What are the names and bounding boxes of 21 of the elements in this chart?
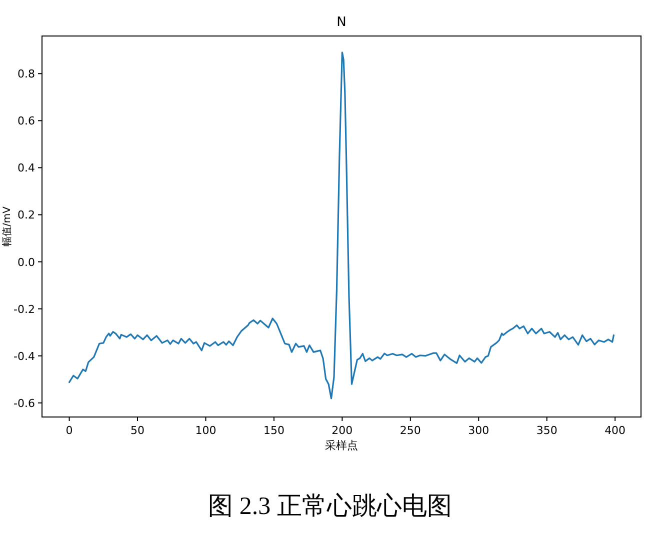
x-tick-label: 400 [604, 424, 626, 437]
y-tick-label: -0.4 [14, 350, 35, 363]
chart-title: N [336, 15, 346, 30]
x-tick-label: 250 [400, 424, 421, 437]
x-tick-label: 100 [195, 424, 216, 437]
y-tick-label: 0.0 [18, 256, 35, 269]
y-tick-label: 0.4 [18, 162, 35, 175]
x-tick-label: 300 [468, 424, 490, 437]
caption: 图 2.3 正常心跳心电图 [208, 492, 452, 520]
y-tick-label: 0.8 [18, 68, 35, 81]
y-tick-label: -0.6 [14, 396, 35, 410]
x-tick-label: 50 [130, 424, 145, 437]
y-tick-label: 0.2 [18, 208, 35, 222]
x-tick-label: 0 [66, 424, 73, 437]
x-tick-label: 150 [263, 424, 284, 437]
y-axis-title: 幅值/mV [1, 206, 13, 246]
y-tick-label: -0.2 [14, 302, 35, 316]
x-axis-title: 采样点 [325, 439, 358, 452]
x-tick-label: 350 [536, 424, 558, 437]
y-tick-label: 0.6 [18, 114, 35, 128]
x-tick-label: 200 [332, 424, 353, 437]
